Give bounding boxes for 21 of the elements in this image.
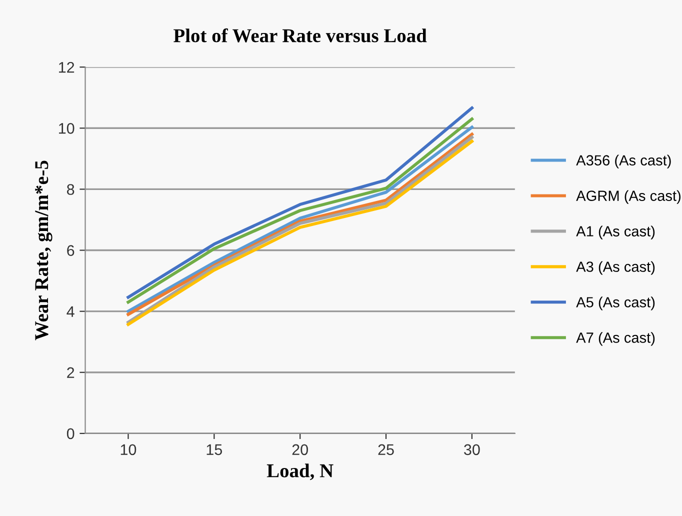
- legend-label: A3 (As cast): [576, 261, 655, 275]
- y-axis-title: Wear Rate, gm/m*e-5: [35, 160, 52, 340]
- y-tick-label: 12: [59, 62, 74, 73]
- x-tick-label: 20: [292, 444, 308, 456]
- legend-label: A356 (As cast): [576, 154, 671, 168]
- y-tick-label: 6: [67, 245, 74, 256]
- x-tick-label: 30: [464, 444, 480, 456]
- x-tick-label: 10: [120, 444, 136, 456]
- y-tick-label: 0: [66, 428, 74, 440]
- legend-label: A7 (As cast): [576, 332, 655, 346]
- x-tick-label: 15: [206, 444, 222, 456]
- x-axis-title: Load, N: [266, 464, 334, 480]
- legend-label: A1 (As cast): [576, 226, 655, 240]
- legend-label: AGRM (As cast): [576, 190, 681, 204]
- x-tick-label: 25: [378, 444, 394, 456]
- legend-label: A5 (As cast): [576, 296, 655, 310]
- y-tick-label: 2: [67, 367, 74, 378]
- y-tick-label: 8: [67, 184, 74, 195]
- y-tick-label: 4: [66, 306, 74, 317]
- y-tick-label: 10: [59, 123, 74, 134]
- chart-title: Plot of Wear Rate versus Load: [174, 28, 427, 42]
